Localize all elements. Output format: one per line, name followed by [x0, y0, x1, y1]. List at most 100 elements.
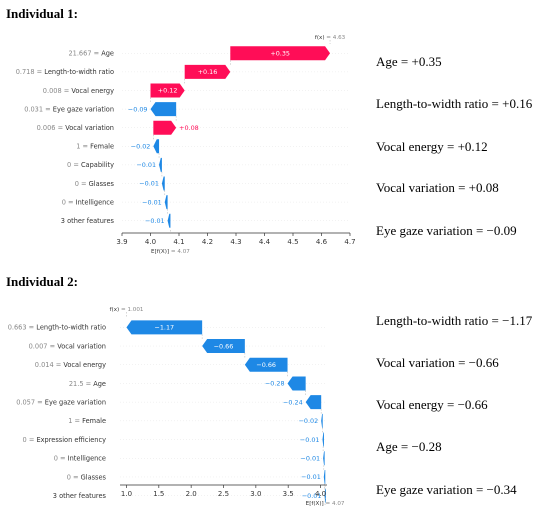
- x-tick-label: 4.5: [287, 238, 298, 246]
- feature-name: 3 other features: [53, 492, 107, 500]
- feature-value: 21.667 =: [68, 50, 101, 58]
- feature-name: Capability: [81, 161, 114, 169]
- waterfall-bar: [184, 64, 231, 79]
- feature-label: 3 other features: [53, 492, 107, 500]
- feature-label: 0 = Glasses: [67, 473, 107, 481]
- feature-name: Vocal variation: [57, 342, 106, 350]
- annotation-text: Age = −0.28: [376, 439, 442, 454]
- annotation-text: Vocal variation = +0.08: [376, 180, 499, 195]
- feature-label: 0.718 = Length-to-width ratio: [16, 68, 114, 76]
- feature-value: 0.057 =: [16, 398, 45, 406]
- feature-label: 0.008 = Vocal energy: [43, 87, 114, 95]
- feature-label: 21.667 = Age: [68, 50, 114, 58]
- feature-name: Intelligence: [68, 455, 106, 463]
- annotation-text: Eye gaze variation = −0.09: [376, 223, 517, 238]
- panel-2-annotations: Length-to-width ratio = −1.17 Vocal varia…: [376, 313, 533, 497]
- efx-symbol: E[f(X)]: [306, 501, 324, 507]
- feature-label: 0 = Expression efficiency: [23, 436, 107, 444]
- bar-value-label: −0.02: [299, 417, 319, 425]
- waterfall-bar: [202, 339, 245, 354]
- feature-value: 1 =: [68, 417, 82, 425]
- feature-label: 0 = Intelligence: [54, 455, 106, 463]
- feature-name: Length-to-width ratio: [36, 324, 106, 332]
- x-tick-label: 4.6: [316, 238, 328, 246]
- feature-label: 0.663 = Length-to-width ratio: [8, 324, 106, 332]
- x-tick-label: 4.0: [315, 490, 326, 498]
- bar-value-label: −0.01: [142, 198, 162, 206]
- feature-name: Vocal energy: [63, 361, 106, 369]
- feature-label: 0 = Intelligence: [62, 198, 114, 206]
- bar-value-label: −0.01: [301, 454, 321, 462]
- waterfall-bar: [126, 320, 203, 335]
- feature-value: 0.008 =: [43, 87, 72, 95]
- x-tick-label: 3.5: [283, 490, 294, 498]
- waterfall-bar: [321, 413, 323, 428]
- feature-label: 0.057 = Eye gaze variation: [16, 398, 106, 406]
- panel-1-heading: Individual 1:: [6, 6, 78, 21]
- waterfall-bar: [153, 139, 160, 154]
- feature-name: 3 other features: [61, 217, 115, 225]
- bar-value-label: −0.01: [136, 161, 156, 169]
- feature-name: Female: [82, 417, 106, 425]
- efx-value: = 4.07: [324, 501, 345, 507]
- feature-value: 0 =: [62, 198, 76, 206]
- annotation-text: Length-to-width ratio = −1.17: [376, 313, 533, 328]
- fx-value: = 4.63: [325, 35, 346, 41]
- feature-value: 0 =: [23, 436, 37, 444]
- feature-label: 21.5 = Age: [69, 380, 106, 388]
- feature-name: Vocal variation: [65, 124, 114, 132]
- feature-name: Glasses: [89, 180, 115, 188]
- panel-2-heading: Individual 2:: [6, 274, 78, 289]
- bar-value-label: −0.24: [283, 398, 303, 406]
- feature-name: Vocal energy: [71, 87, 114, 95]
- bar-value-label: −0.02: [131, 143, 151, 151]
- waterfall-bar: [244, 357, 288, 372]
- x-tick-label: 1.5: [153, 490, 164, 498]
- bar-value-label: +0.35: [270, 50, 290, 58]
- fx-value: = 1.001: [119, 307, 144, 313]
- feature-value: 0.663 =: [8, 324, 37, 332]
- bar-value-label: −0.66: [256, 361, 276, 369]
- bar-value-label: −0.66: [214, 342, 234, 350]
- fx-label: f(x) = 4.63: [315, 35, 346, 41]
- waterfall-bar: [167, 213, 171, 228]
- waterfall-chart-1: 21.667 = Age +0.35 0.718 = Length-to-width…: [16, 35, 356, 255]
- x-tick-label: 4.1: [173, 238, 184, 246]
- annotation-text: Length-to-width ratio = +0.16: [376, 96, 533, 111]
- feature-label: 0 = Glasses: [75, 180, 115, 188]
- x-tick-label: 4.3: [230, 238, 241, 246]
- feature-name: Intelligence: [76, 198, 114, 206]
- waterfall-chart-2: 0.663 = Length-to-width ratio −1.17 0.007 …: [8, 307, 345, 507]
- feature-name: Eye gaze variation: [53, 105, 114, 113]
- feature-name: Expression efficiency: [36, 436, 106, 444]
- x-tick-label: 2.0: [186, 490, 197, 498]
- bar-value-label: −0.01: [301, 473, 321, 481]
- feature-value: 1 =: [76, 143, 90, 151]
- feature-value: 0.031 =: [24, 105, 53, 113]
- x-tick-label: 2.5: [218, 490, 229, 498]
- feature-label: 0.007 = Vocal variation: [29, 342, 106, 350]
- feature-value: 0 =: [75, 180, 89, 188]
- feature-name: Age: [93, 380, 106, 388]
- bar-value-label: +0.12: [158, 87, 178, 95]
- waterfall-bar: [230, 46, 331, 61]
- waterfall-bar: [287, 376, 306, 391]
- efx-label: E[f(X)] = 4.07: [151, 249, 190, 255]
- feature-name: Length-to-width ratio: [44, 68, 114, 76]
- panel-1-annotations: Age = +0.35 Length-to-width ratio = +0.16…: [376, 54, 533, 238]
- feature-label: 3 other features: [61, 217, 115, 225]
- feature-label: 0.031 = Eye gaze variation: [24, 105, 114, 113]
- feature-label: 0 = Capability: [67, 161, 114, 169]
- bar-value-label: −0.28: [265, 380, 285, 388]
- bar-value-label: −0.01: [145, 217, 165, 225]
- waterfall-bar: [150, 83, 185, 98]
- x-tick-label: 4.2: [202, 238, 213, 246]
- feature-value: 0 =: [67, 473, 81, 481]
- annotation-text: Age = +0.35: [376, 54, 442, 69]
- feature-label: 1 = Female: [76, 143, 114, 151]
- annotation-text: Eye gaze variation = −0.34: [376, 482, 517, 497]
- feature-name: Age: [101, 50, 114, 58]
- efx-value: = 4.07: [169, 249, 190, 255]
- fx-symbol: f(x): [315, 35, 325, 41]
- feature-name: Eye gaze variation: [45, 398, 106, 406]
